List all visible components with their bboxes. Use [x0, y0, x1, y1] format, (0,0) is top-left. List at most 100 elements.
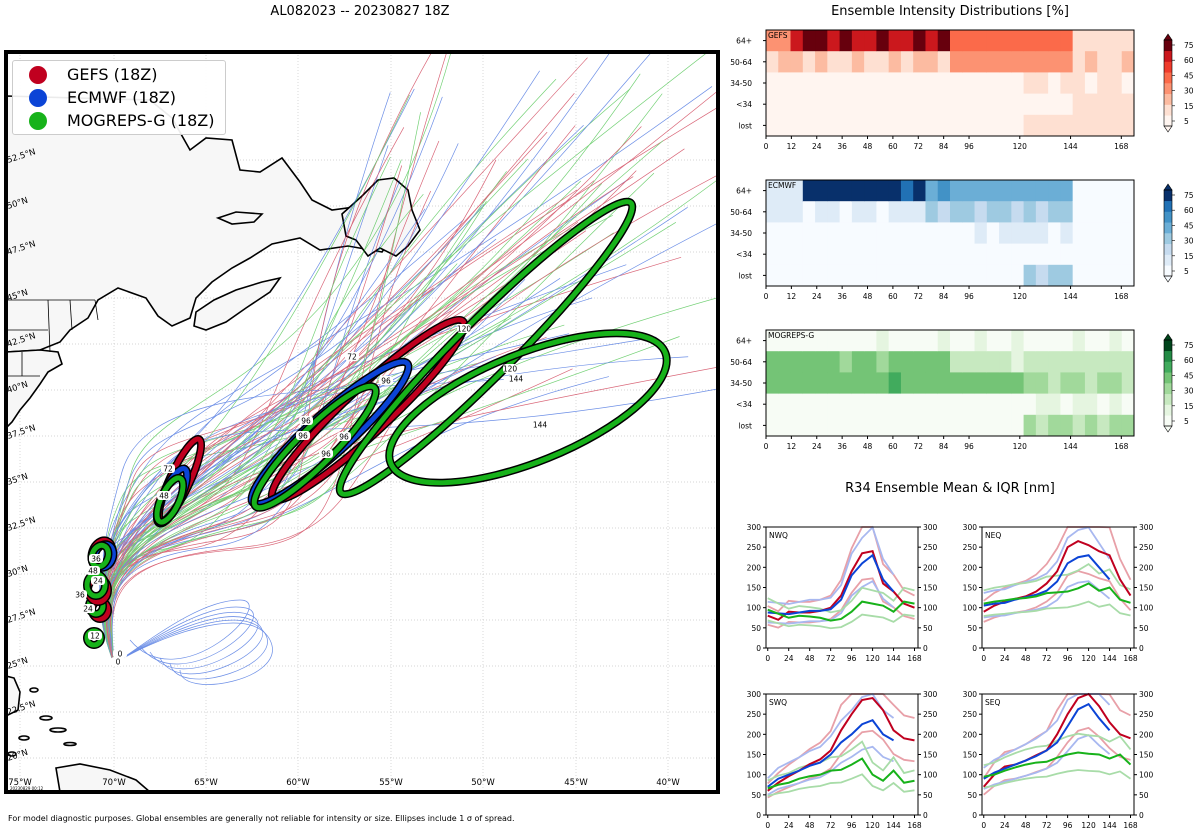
- r34-y-label-right: 300: [923, 690, 938, 699]
- hour-label-box: [91, 576, 105, 585]
- heatmap-x-label: 36: [837, 292, 847, 301]
- heatmap-cell: [999, 93, 1012, 116]
- r34-x-label: 0: [981, 821, 986, 830]
- heatmap-cell: [876, 393, 890, 416]
- hour-label-text: 96: [339, 433, 349, 442]
- hour-label-text: 120: [457, 325, 472, 334]
- heatmap-cell: [974, 93, 988, 116]
- iqr-line: [983, 732, 1132, 767]
- uncertainty-ellipse: [386, 330, 670, 486]
- r34-x-label: 120: [1081, 821, 1096, 830]
- colorbar-segment: [1164, 190, 1172, 202]
- heatmap-cell: [1023, 330, 1037, 352]
- colorbar-label: 5: [1184, 267, 1189, 276]
- heatmap-cell: [815, 93, 828, 116]
- heatmap-cell: [913, 351, 926, 373]
- heatmap-cell: [1048, 114, 1061, 137]
- heatmap-cell: [790, 201, 804, 223]
- heatmap-cell: [925, 243, 939, 266]
- r34-y-label-right: 150: [923, 584, 938, 593]
- heatmap-cell: [1035, 93, 1049, 116]
- heatmap-x-label: 120: [1013, 442, 1028, 451]
- heatmap-cell: [986, 264, 1000, 287]
- hour-label-text: 72: [347, 353, 357, 362]
- heatmap-cell: [778, 180, 792, 202]
- heatmap-cell: [1097, 372, 1110, 395]
- heatmap-cell: [962, 393, 976, 416]
- heatmap-cell: [962, 351, 976, 373]
- heatmap-cell: [790, 351, 804, 373]
- heatmap-cell: [962, 414, 976, 437]
- heatmap-cell: [802, 30, 816, 52]
- heatmap-cell: [937, 264, 951, 287]
- heatmap-cell: [1084, 393, 1098, 416]
- r34-y-label: 100: [747, 771, 762, 780]
- colorbar-segment: [1164, 233, 1172, 245]
- heatmap-cell: [1109, 351, 1123, 373]
- mean-line-ecmwf: [983, 554, 1111, 607]
- r34-x-label: 144: [1102, 654, 1117, 663]
- heatmap-cell: [937, 243, 951, 266]
- heatmap-cell: [1060, 330, 1074, 352]
- heatmap-row-label: <34: [736, 250, 752, 259]
- heatmap-row-label: lost: [738, 121, 752, 130]
- mean-line-mogreps-g: [983, 751, 1132, 778]
- heatmap-cell: [802, 393, 816, 416]
- heatmap-cell: [950, 30, 963, 52]
- heatmap-cell: [888, 30, 902, 52]
- r34-y-label-right: 250: [923, 710, 938, 719]
- heatmap-cell: [1048, 372, 1061, 395]
- heatmap-cell: [888, 72, 902, 95]
- heatmap-cell: [888, 393, 902, 416]
- hour-label: 120: [457, 324, 472, 334]
- heatmap-x-label: 72: [914, 442, 924, 451]
- heatmap-cell: [802, 330, 816, 352]
- heatmap-cell: [766, 243, 779, 266]
- hour-label-text: 120: [503, 365, 518, 374]
- heatmap-cell: [1060, 351, 1074, 373]
- r34-x-label: 96: [1063, 821, 1073, 830]
- r34-y-label-right: 250: [1139, 710, 1154, 719]
- r34-x-label: 120: [865, 654, 880, 663]
- heatmap-cell: [815, 330, 828, 352]
- heatmap-cell: [974, 330, 988, 352]
- r34-y-label: 100: [963, 604, 978, 613]
- r34-y-label-right: 250: [923, 543, 938, 552]
- r34-y-label-right: 50: [923, 791, 933, 800]
- hour-label-box: [345, 352, 359, 361]
- heatmap-cell: [1109, 72, 1123, 95]
- heatmap-cell: [1084, 351, 1098, 373]
- heatmap-cell: [962, 30, 976, 52]
- heatmap-cell: [986, 201, 1000, 223]
- lon-labels: 75°W 70°W 65°W 60°W 55°W 50°W 45°W 40°W: [8, 778, 680, 788]
- heatmap-cell: [950, 72, 963, 95]
- heatmap-cell: [1023, 222, 1037, 245]
- heatmap-x-label: 60: [888, 142, 898, 151]
- r34-y-label: 300: [963, 690, 978, 699]
- hour-label-text: 24: [83, 605, 93, 614]
- heatmap-cell: [1121, 72, 1135, 95]
- heatmap-cell: [827, 264, 841, 287]
- heatmap-cell: [1121, 393, 1135, 416]
- heatmap-cell: [1060, 393, 1074, 416]
- r34-y-label: 200: [963, 730, 978, 739]
- heatmap-cell: [1097, 30, 1110, 52]
- heatmap-cell: [815, 180, 828, 202]
- hour-label-text: 24: [93, 577, 103, 586]
- heatmap-cell: [1084, 180, 1098, 202]
- heatmap-cell: [864, 372, 877, 395]
- heatmap-cell: [1084, 414, 1098, 437]
- heatmap-cell: [999, 243, 1012, 266]
- heatmap-cell: [962, 180, 976, 202]
- r34-y-label: 0: [756, 644, 761, 653]
- legend-label: GEFS (18Z): [67, 65, 158, 84]
- heatmap-cell: [1084, 330, 1098, 352]
- iqr-line: [767, 773, 915, 797]
- heatmap-cell: [962, 114, 976, 137]
- hour-label: 48: [157, 491, 171, 501]
- heatmap-cell: [851, 30, 865, 52]
- heatmap-cell: [900, 51, 914, 73]
- heatmap-cell: [888, 201, 902, 223]
